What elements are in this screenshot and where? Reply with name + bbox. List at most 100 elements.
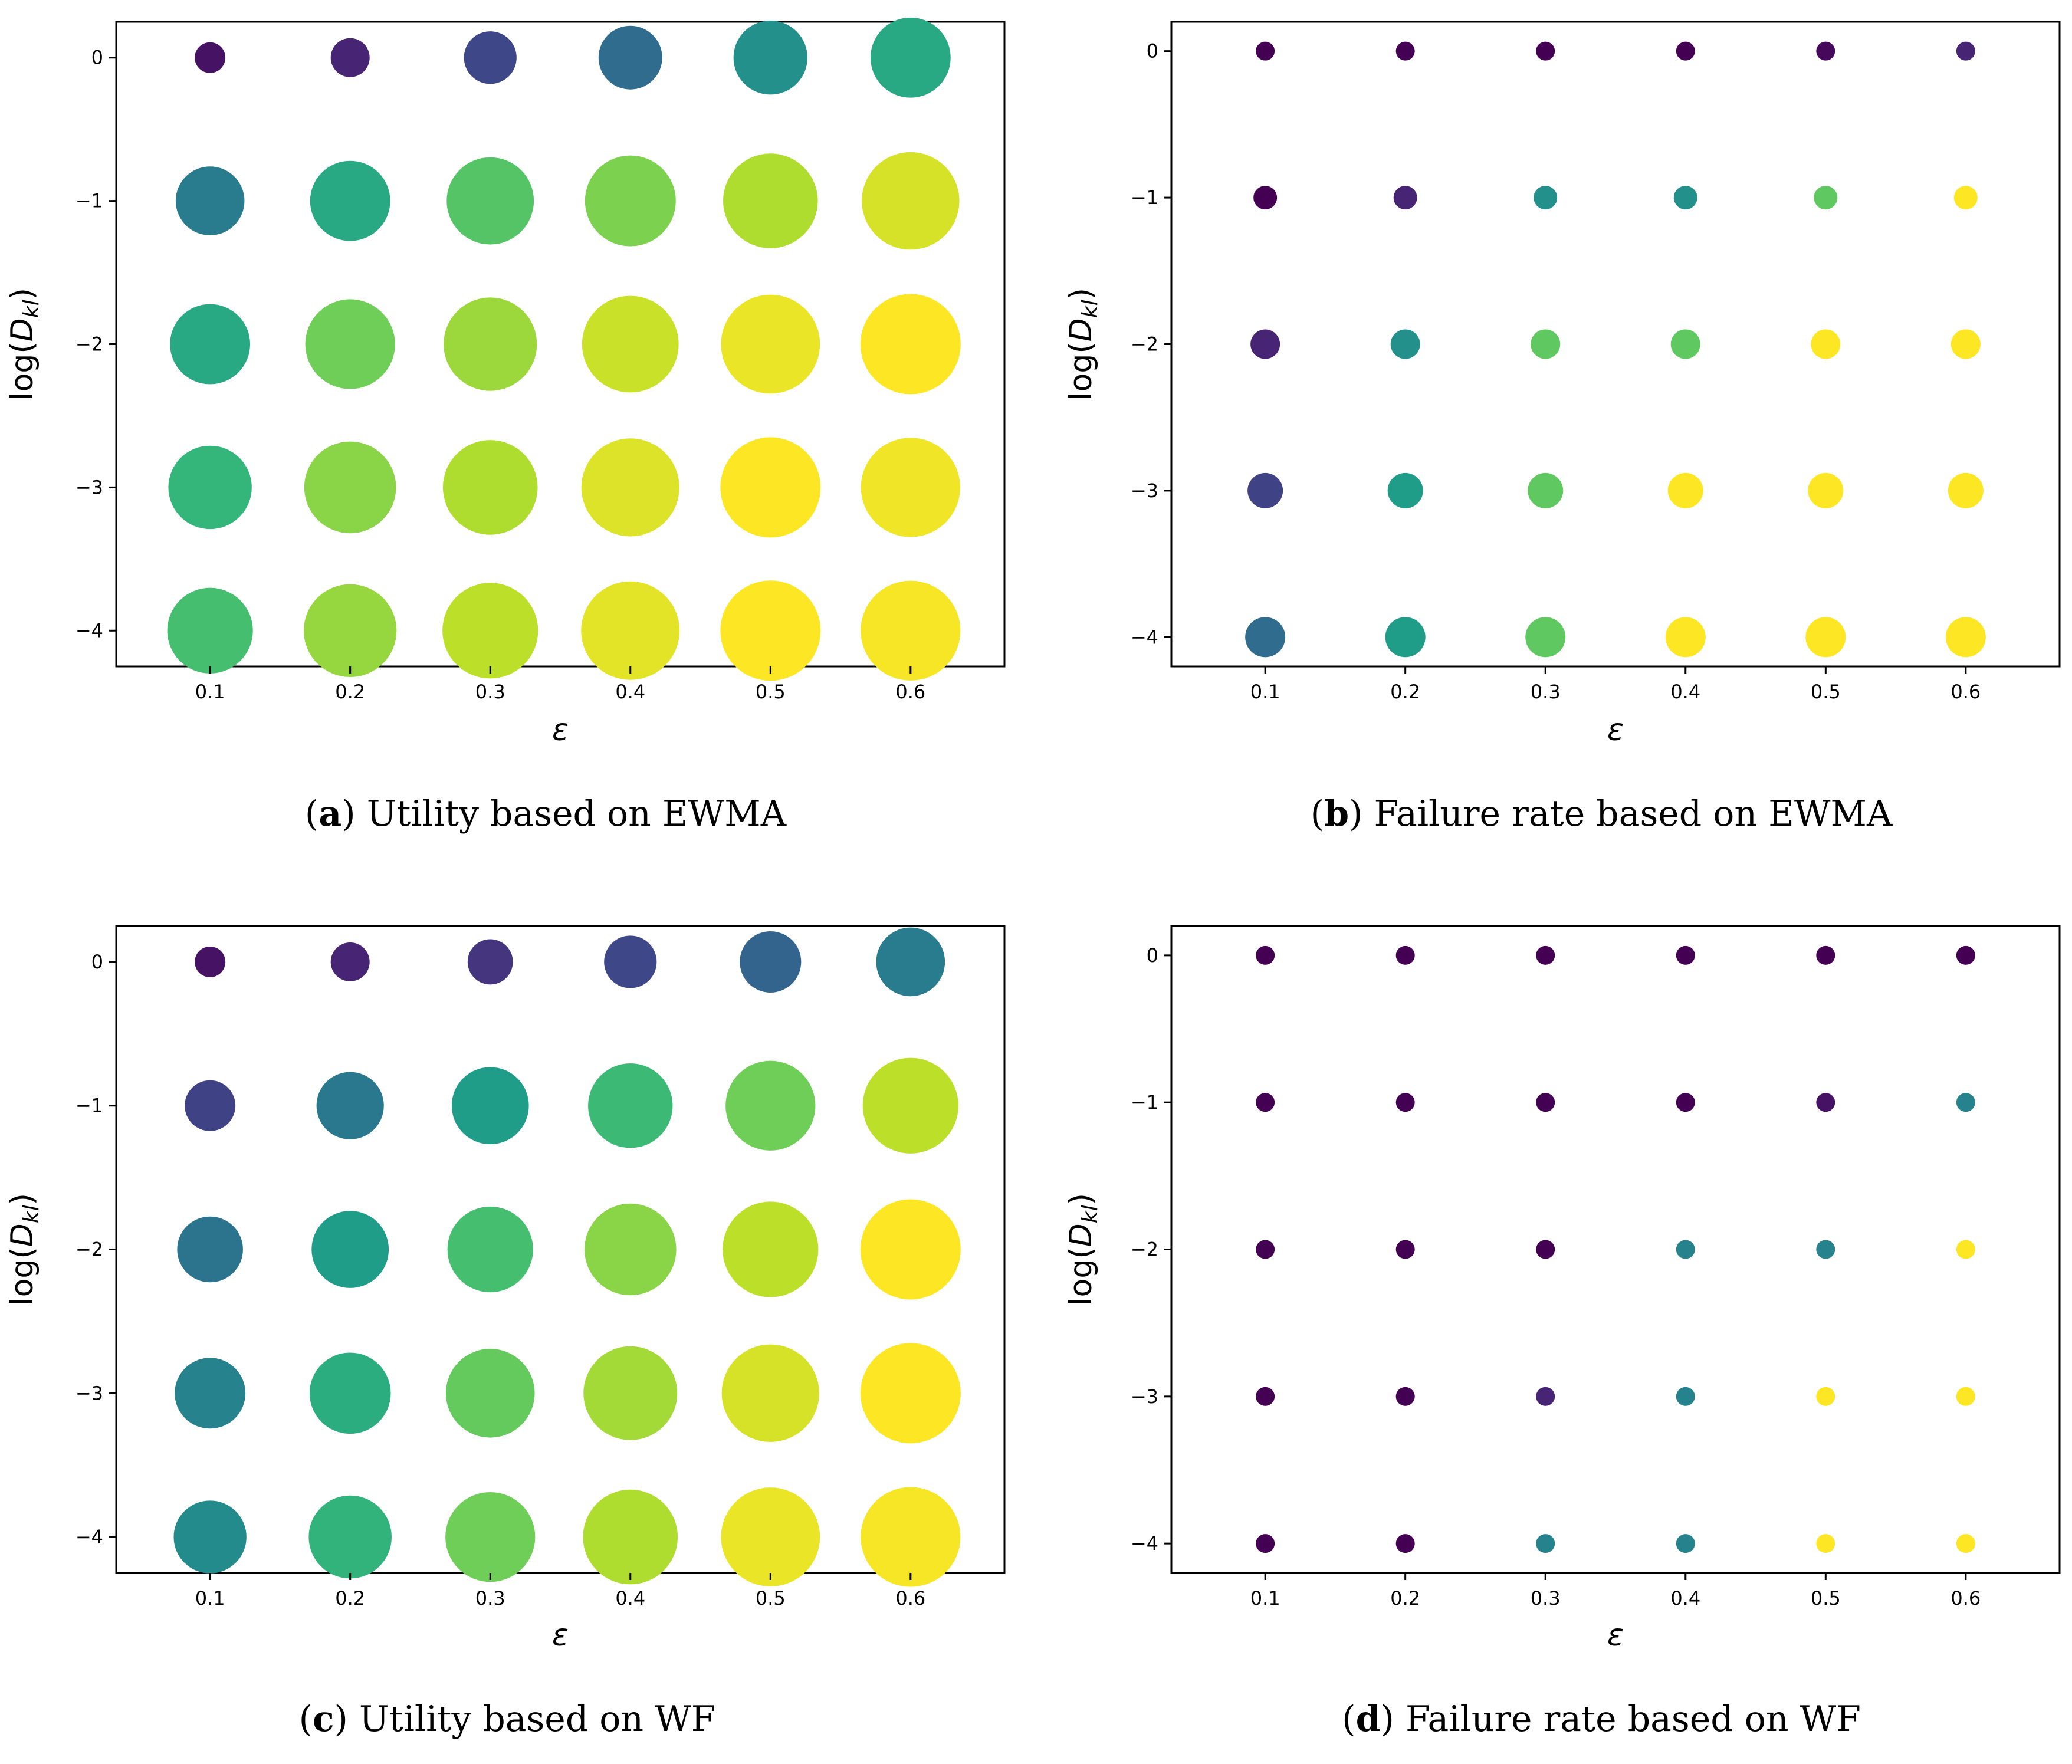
y-axis-label: log(Dkl) xyxy=(5,1193,44,1306)
data-point xyxy=(861,438,961,537)
data-point xyxy=(581,438,679,537)
x-tick-label: 0.1 xyxy=(195,1587,225,1609)
data-point xyxy=(733,21,808,95)
x-tick-label: 0.6 xyxy=(895,1587,925,1609)
x-tick-label: 0.2 xyxy=(1390,681,1420,703)
plot-frame xyxy=(1170,21,2061,668)
data-point xyxy=(1673,186,1697,210)
subfigure-caption: (c) Utility based on WF xyxy=(299,1699,716,1740)
y-tick-label: −4 xyxy=(1131,1532,1158,1555)
data-point xyxy=(1816,945,1835,965)
data-point xyxy=(1531,329,1561,359)
data-point xyxy=(723,153,818,248)
y-tick-label: −1 xyxy=(1131,186,1158,209)
data-point xyxy=(860,1199,961,1300)
data-point xyxy=(442,440,538,535)
data-point xyxy=(195,42,226,73)
y-tick-label: −4 xyxy=(75,1526,103,1548)
x-tick-label: 0.6 xyxy=(1950,681,1981,703)
data-point xyxy=(583,1489,678,1585)
x-tick-label: 0.3 xyxy=(1531,681,1561,703)
data-point xyxy=(442,583,538,679)
data-point xyxy=(1676,1534,1695,1553)
y-tick-label: 0 xyxy=(91,47,103,69)
y-tick-label: −1 xyxy=(1131,1091,1158,1113)
data-point xyxy=(720,437,821,538)
data-point xyxy=(1536,1093,1555,1112)
data-point xyxy=(303,584,397,677)
y-tick-label: −1 xyxy=(75,1095,103,1117)
data-point xyxy=(1956,1534,1975,1553)
plot-frame xyxy=(1170,925,2061,1574)
data-point xyxy=(1393,186,1417,210)
x-axis-label: ε xyxy=(552,1618,569,1653)
data-point xyxy=(721,1344,820,1442)
data-point xyxy=(1956,1387,1975,1406)
data-point xyxy=(1805,617,1846,658)
data-point xyxy=(444,297,537,391)
data-point xyxy=(861,1487,961,1587)
x-tick-label: 0.5 xyxy=(1811,1587,1841,1609)
data-point xyxy=(1956,41,1975,61)
data-point xyxy=(311,1211,389,1288)
panel-utility-ewma: 0.1 0.2 0.3 0.4 0.5 0.6 0 −1 −2 −3 −4 ε log(Dkl) (a) … xyxy=(5,17,1006,835)
x-tick-label: 0.5 xyxy=(756,1587,786,1609)
data-point xyxy=(167,587,253,674)
y-tick-label: 0 xyxy=(1147,40,1158,63)
data-point xyxy=(1816,1240,1835,1259)
data-point xyxy=(1670,329,1700,359)
data-point xyxy=(1816,41,1835,61)
data-point xyxy=(330,38,370,77)
x-tick-label: 0.5 xyxy=(1811,681,1841,703)
data-point xyxy=(168,445,252,530)
data-point xyxy=(1536,945,1555,965)
data-point xyxy=(1395,41,1415,61)
x-tick-label: 0.4 xyxy=(615,1587,645,1609)
data-point xyxy=(1534,186,1558,210)
subfigure-caption: (b) Failure rate based on EWMA xyxy=(1311,793,1893,835)
x-axis-label: ε xyxy=(552,712,569,748)
data-point xyxy=(721,294,820,394)
y-tick-label: −2 xyxy=(1131,1239,1158,1261)
data-point xyxy=(1395,1387,1415,1406)
data-point xyxy=(582,295,679,393)
data-point xyxy=(1536,1387,1555,1406)
data-point xyxy=(1245,617,1286,658)
y-tick-label: −2 xyxy=(75,333,103,356)
data-point xyxy=(604,935,657,988)
y-tick-label: 0 xyxy=(1147,944,1158,967)
y-tick-label: −1 xyxy=(75,190,103,212)
data-point xyxy=(720,580,821,681)
data-point xyxy=(870,17,951,98)
data-point xyxy=(876,927,945,997)
data-point xyxy=(173,1500,247,1574)
data-point xyxy=(581,581,680,680)
data-point xyxy=(175,166,245,235)
x-tick-label: 0.6 xyxy=(895,681,925,703)
data-point xyxy=(1395,945,1415,965)
data-point xyxy=(304,441,396,534)
y-tick-label: 0 xyxy=(91,951,103,973)
y-tick-label: −2 xyxy=(1131,333,1158,356)
data-point xyxy=(1667,472,1703,508)
data-point xyxy=(740,931,802,993)
data-point xyxy=(1808,472,1844,508)
y-axis-label: log(Dkl) xyxy=(1063,1193,1102,1306)
data-point xyxy=(1676,1387,1695,1406)
data-point xyxy=(1525,617,1566,658)
data-point xyxy=(584,1203,677,1296)
x-tick-label: 0.4 xyxy=(1670,1587,1700,1609)
data-point xyxy=(1250,329,1280,359)
data-point xyxy=(598,25,662,90)
data-point xyxy=(1256,41,1275,61)
data-point xyxy=(1256,1387,1275,1406)
x-tick-label: 0.2 xyxy=(335,1587,365,1609)
data-point xyxy=(175,1358,246,1429)
data-point xyxy=(1948,472,1984,508)
x-tick-label: 0.1 xyxy=(1250,1587,1280,1609)
data-point xyxy=(861,580,961,681)
data-point xyxy=(1390,329,1420,359)
data-point xyxy=(1256,1534,1275,1553)
data-point xyxy=(585,155,676,247)
